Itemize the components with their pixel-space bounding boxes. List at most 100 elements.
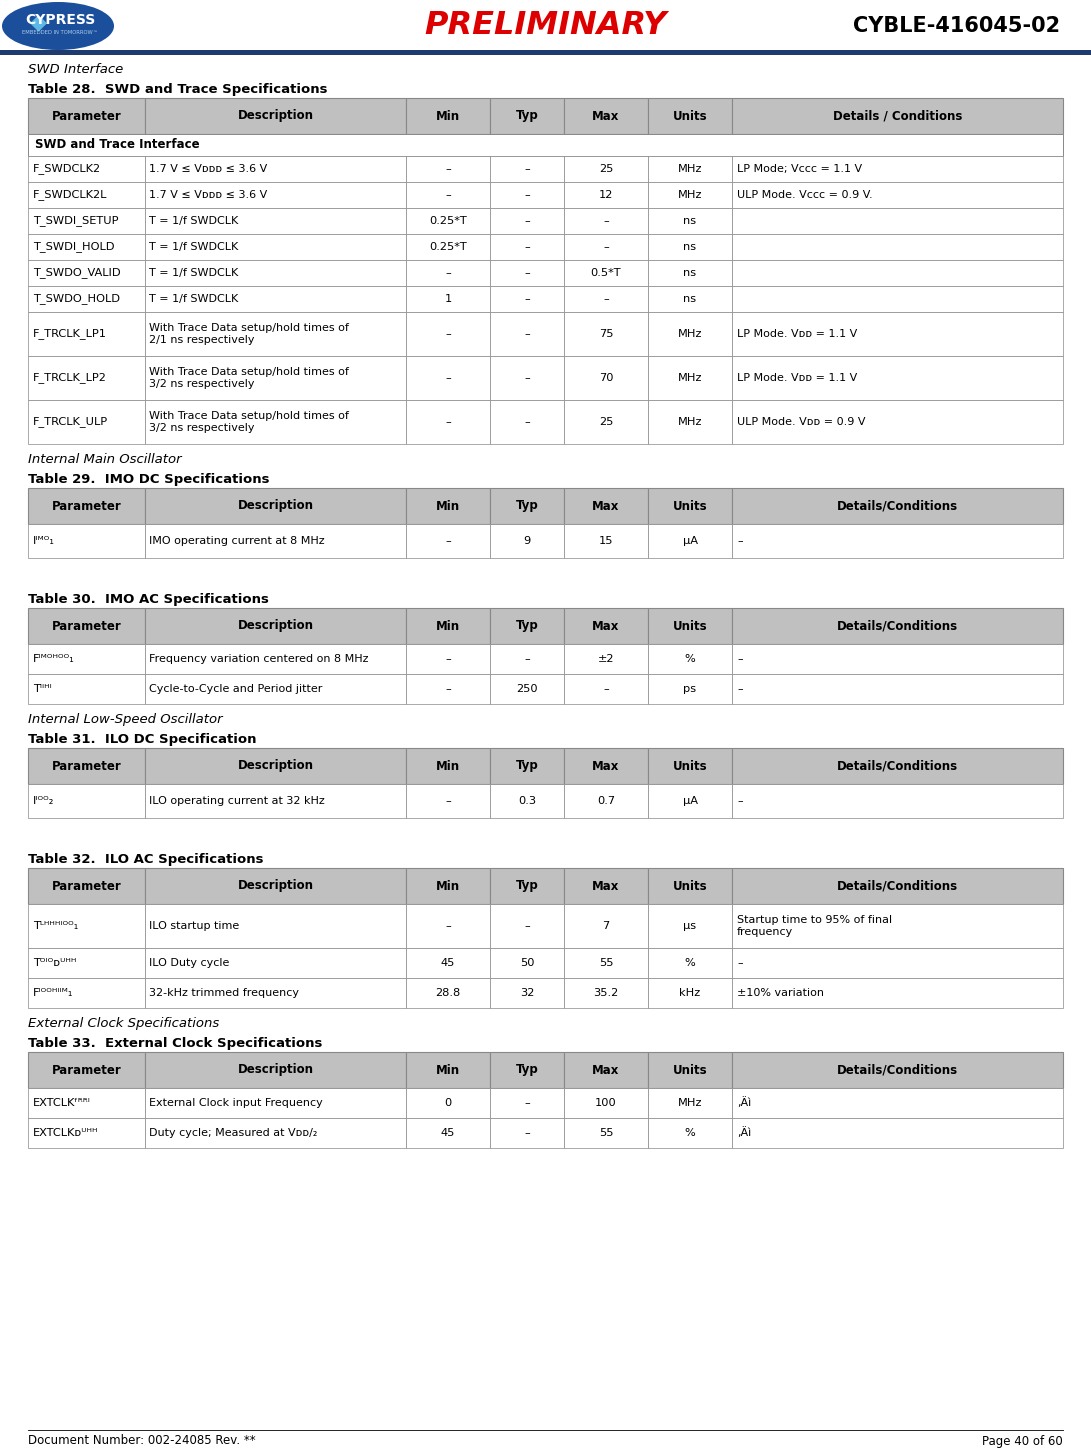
Bar	[648, 209, 732, 235]
Bar	[564, 783, 648, 818]
Text: –: –	[524, 294, 530, 304]
Text: Units: Units	[673, 620, 707, 633]
Text: Details/Conditions: Details/Conditions	[837, 1063, 958, 1076]
Text: ±10% variation: ±10% variation	[738, 988, 824, 998]
Text: With Trace Data setup/hold times of
3/2 ns respectively: With Trace Data setup/hold times of 3/2 …	[149, 411, 349, 433]
Bar	[145, 977, 406, 1008]
Text: F_TRCLK_LP2: F_TRCLK_LP2	[33, 372, 107, 384]
Bar	[732, 261, 1063, 287]
Bar	[145, 261, 406, 287]
Text: Parameter: Parameter	[51, 1063, 121, 1076]
Bar	[732, 608, 1063, 644]
Text: Units: Units	[673, 1063, 707, 1076]
Text: 55: 55	[599, 1128, 613, 1138]
Text: MHz: MHz	[678, 1098, 703, 1108]
Text: SWD Interface: SWD Interface	[28, 64, 123, 77]
Bar	[145, 1118, 406, 1148]
Bar	[648, 1118, 732, 1148]
Bar	[490, 488, 564, 524]
Text: 0.25*T: 0.25*T	[429, 242, 467, 252]
Bar	[490, 783, 564, 818]
Text: –: –	[524, 329, 530, 339]
Text: Description: Description	[238, 760, 313, 772]
Text: Max: Max	[592, 1063, 620, 1076]
Text: T = 1/f SWDCLK: T = 1/f SWDCLK	[149, 216, 238, 226]
Bar	[564, 948, 648, 977]
Bar	[648, 488, 732, 524]
Bar	[28, 98, 145, 135]
Text: –: –	[738, 796, 743, 807]
Text: –: –	[738, 683, 743, 694]
Text: %: %	[685, 1128, 695, 1138]
Bar	[406, 1118, 490, 1148]
Text: Parameter: Parameter	[51, 760, 121, 772]
Bar	[732, 98, 1063, 135]
Bar	[406, 904, 490, 948]
Text: –: –	[603, 216, 609, 226]
Text: ps: ps	[683, 683, 696, 694]
Bar	[490, 1053, 564, 1087]
Bar	[28, 749, 145, 783]
Bar	[564, 1118, 648, 1148]
Text: Parameter: Parameter	[51, 110, 121, 123]
Text: F_TRCLK_ULP: F_TRCLK_ULP	[33, 417, 108, 427]
Ellipse shape	[2, 1, 113, 51]
Text: %: %	[685, 654, 695, 665]
Bar	[406, 311, 490, 356]
Bar	[406, 488, 490, 524]
Text: 7: 7	[602, 921, 610, 931]
Text: Details/Conditions: Details/Conditions	[837, 500, 958, 513]
Bar	[406, 1053, 490, 1087]
Text: T = 1/f SWDCLK: T = 1/f SWDCLK	[149, 268, 238, 278]
Text: Max: Max	[592, 110, 620, 123]
Bar	[564, 608, 648, 644]
Text: 12: 12	[599, 190, 613, 200]
Bar	[406, 977, 490, 1008]
Bar	[28, 608, 145, 644]
Bar	[564, 673, 648, 704]
Text: Table 28.  SWD and Trace Specifications: Table 28. SWD and Trace Specifications	[28, 84, 327, 97]
Bar	[648, 1053, 732, 1087]
Bar	[145, 235, 406, 261]
Bar	[145, 356, 406, 400]
Text: Min: Min	[436, 110, 460, 123]
Text: Table 32.  ILO AC Specifications: Table 32. ILO AC Specifications	[28, 853, 264, 866]
Bar	[564, 867, 648, 904]
Bar	[490, 749, 564, 783]
Bar	[28, 867, 145, 904]
Text: Document Number: 002-24085 Rev. **: Document Number: 002-24085 Rev. **	[28, 1435, 255, 1448]
Bar	[145, 608, 406, 644]
Bar	[564, 156, 648, 182]
Text: Table 29.  IMO DC Specifications: Table 29. IMO DC Specifications	[28, 473, 269, 487]
Bar	[732, 783, 1063, 818]
Bar	[145, 644, 406, 673]
Text: Iᴵᴼᴼ₂: Iᴵᴼᴼ₂	[33, 796, 55, 807]
Text: 75: 75	[599, 329, 613, 339]
Text: –: –	[603, 294, 609, 304]
Bar	[406, 356, 490, 400]
Text: Min: Min	[436, 620, 460, 633]
Text: 25: 25	[599, 164, 613, 174]
Text: 25: 25	[599, 417, 613, 427]
Bar	[145, 749, 406, 783]
Text: Min: Min	[436, 760, 460, 772]
Text: Internal Low-Speed Oscillator: Internal Low-Speed Oscillator	[28, 714, 223, 727]
Bar	[564, 182, 648, 209]
Text: ,Äì: ,Äì	[738, 1098, 752, 1109]
Bar	[490, 356, 564, 400]
Bar	[648, 182, 732, 209]
Bar	[648, 673, 732, 704]
Bar	[564, 311, 648, 356]
Bar	[145, 948, 406, 977]
Bar	[732, 673, 1063, 704]
Text: kHz: kHz	[680, 988, 700, 998]
Bar	[648, 524, 732, 557]
Text: –: –	[445, 536, 451, 546]
Text: 9: 9	[524, 536, 530, 546]
Bar	[648, 311, 732, 356]
Bar	[145, 783, 406, 818]
Text: SWD and Trace Interface: SWD and Trace Interface	[35, 139, 200, 152]
Text: Max: Max	[592, 500, 620, 513]
Bar	[28, 261, 145, 287]
Bar	[406, 182, 490, 209]
